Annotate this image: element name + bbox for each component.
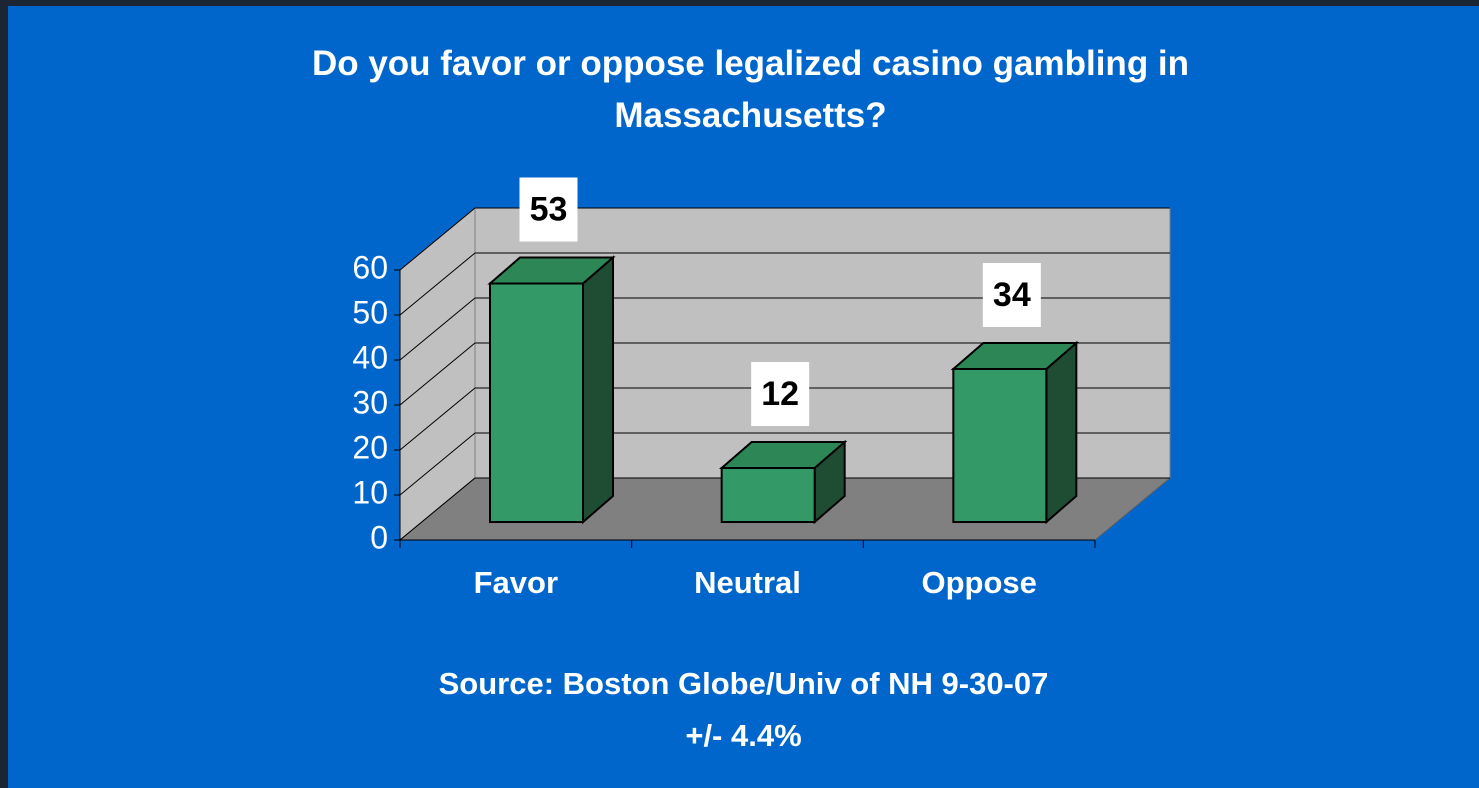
slide: Do you favor or oppose legalized casino … [8, 6, 1479, 788]
value-label-box [519, 177, 578, 242]
grid-line [399, 297, 1170, 361]
grid-line [399, 252, 1170, 316]
value-label: 34 [993, 276, 1031, 314]
y-tick-label: 40 [352, 339, 388, 375]
bar-side [1045, 340, 1078, 525]
bar [720, 467, 816, 523]
y-tick-label: 30 [352, 384, 388, 420]
value-label-box [982, 263, 1041, 327]
y-tick-label: 20 [352, 429, 388, 465]
x-tick-label: Oppose [921, 565, 1036, 600]
y-tick-label: 10 [352, 474, 388, 510]
y-tick-label: 50 [352, 294, 388, 330]
margin-note: +/- 4.4% [685, 718, 802, 753]
bar-side [582, 255, 614, 525]
grid-line [399, 342, 1170, 406]
value-label: 12 [761, 375, 799, 413]
source-note: Source: Boston Globe/Univ of NH 9-30-07 [438, 666, 1049, 701]
x-tick-label: Neutral [694, 565, 801, 600]
value-label-box [751, 362, 810, 426]
grid-line [399, 387, 1170, 451]
bar [952, 368, 1048, 523]
y-tick-label: 0 [370, 519, 388, 555]
grid-line [399, 477, 1170, 541]
y-tick-label: 60 [352, 249, 388, 285]
x-tick-label: Favor [474, 565, 558, 600]
chart-title: Do you favor or oppose legalized casino … [311, 44, 1190, 135]
grid-line [399, 207, 1170, 271]
value-label: 53 [530, 190, 568, 228]
bar [489, 282, 584, 523]
grid-line [399, 432, 1170, 496]
